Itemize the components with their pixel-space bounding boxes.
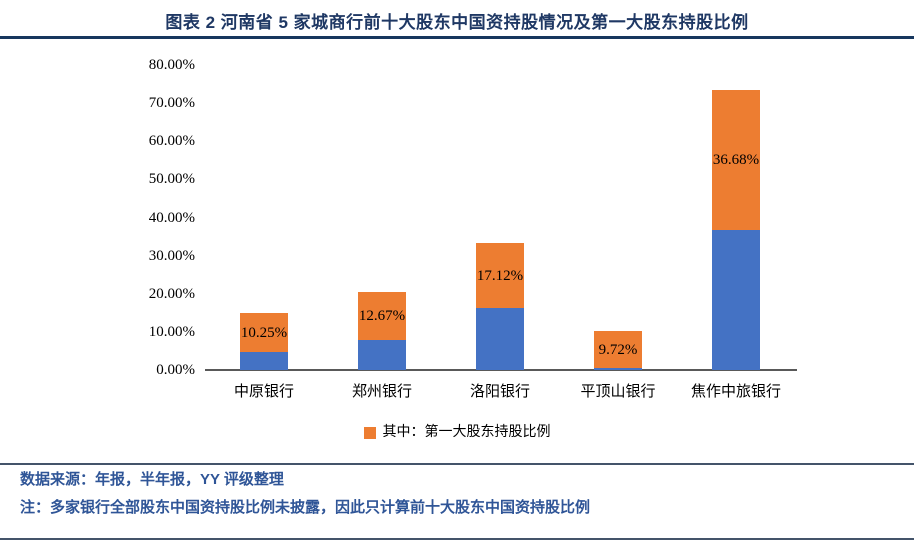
x-axis-category-label: 焦作中旅银行	[690, 384, 781, 400]
y-axis-tick-label: 60.00%	[148, 133, 195, 150]
y-axis-tick-label: 0.00%	[156, 362, 195, 378]
x-axis-category-label: 平顶山银行	[580, 384, 656, 400]
x-axis-line	[205, 369, 797, 371]
y-axis-tick-label: 50.00%	[148, 171, 195, 188]
x-axis-category-label: 洛阳银行	[469, 384, 530, 400]
bar-segment-largest-shareholder	[594, 331, 642, 369]
bar-segment-largest-shareholder	[712, 89, 760, 230]
bar-segment-other-top10-holders	[358, 339, 406, 370]
bar-segment-other-top10-holders	[712, 229, 760, 370]
x-axis-category-label: 郑州银行	[351, 384, 412, 400]
bar-segment-other-top10-holders	[476, 308, 524, 370]
legend-swatch-icon	[363, 427, 376, 439]
title-divider	[0, 36, 914, 39]
y-axis-tick-label: 80.00%	[148, 57, 195, 73]
footer-divider-top	[0, 463, 914, 465]
footer-divider-bottom	[0, 538, 914, 540]
legend-label: 其中：第一大股东持股比例	[382, 425, 551, 440]
bar-segment-largest-shareholder	[476, 242, 524, 309]
bar-segment-largest-shareholder	[240, 313, 288, 353]
bar-value-label: 10.25%	[240, 324, 288, 341]
y-axis-tick-label: 10.00%	[148, 323, 195, 340]
y-axis-tick-label: 20.00%	[148, 285, 195, 302]
y-axis-tick-label: 70.00%	[148, 95, 195, 112]
y-axis-tick-label: 30.00%	[148, 247, 195, 264]
bar-value-label: 12.67%	[358, 307, 406, 324]
calculation-note: 注：多家银行全部股东中国资持股比例未披露，因此只计算前十大股东中国资持股比例	[20, 499, 591, 516]
chart-legend: 其中：第一大股东持股比例	[0, 424, 914, 442]
bar-value-label: 9.72%	[598, 341, 638, 358]
data-source-note: 数据来源：年报，半年报，YY 评级整理	[20, 471, 284, 488]
bar-segment-largest-shareholder	[358, 291, 406, 340]
x-axis-category-label: 中原银行	[233, 384, 294, 400]
bar-value-label: 36.68%	[712, 151, 760, 168]
y-axis-tick-label: 40.00%	[148, 209, 195, 226]
chart-title: 图表 2 河南省 5 家城商行前十大股东中国资持股情况及第一大股东持股比例	[165, 13, 749, 32]
bar-segment-other-top10-holders	[594, 368, 642, 370]
bar-segment-other-top10-holders	[240, 352, 288, 370]
bar-value-label: 17.12%	[476, 267, 524, 284]
